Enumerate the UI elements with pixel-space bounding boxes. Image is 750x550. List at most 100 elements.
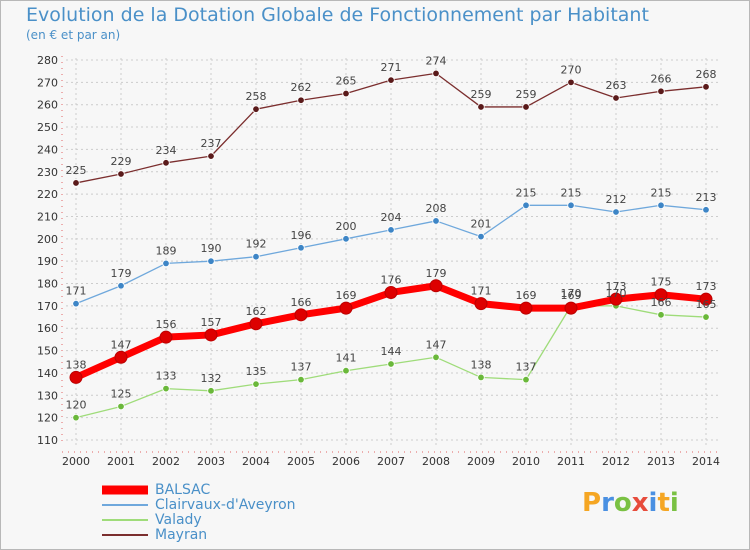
data-label: 263 <box>606 79 627 92</box>
y-tick-label: 160 <box>37 322 58 335</box>
logo-letter: t <box>657 488 670 518</box>
data-label: 179 <box>111 267 132 280</box>
data-point <box>72 179 80 187</box>
x-tick-label: 2014 <box>692 455 720 468</box>
y-tick-label: 230 <box>37 166 58 179</box>
data-point <box>432 69 440 78</box>
data-label: 133 <box>156 370 177 383</box>
data-label: 165 <box>696 298 717 311</box>
data-point <box>159 330 173 344</box>
data-point <box>342 89 350 98</box>
data-label: 237 <box>201 137 222 150</box>
y-tick-label: 140 <box>37 367 58 380</box>
x-tick-label: 2012 <box>602 455 630 468</box>
x-tick-label: 2007 <box>377 455 405 468</box>
data-label: 170 <box>561 287 582 300</box>
data-label: 132 <box>201 372 222 385</box>
x-tick-label: 2008 <box>422 455 450 468</box>
data-label: 215 <box>516 186 537 199</box>
data-point <box>207 257 215 265</box>
data-point <box>477 232 485 241</box>
grid <box>62 58 720 446</box>
data-label: 169 <box>336 289 357 302</box>
x-tick-label: 2011 <box>557 455 585 468</box>
data-point <box>612 94 620 102</box>
data-point <box>657 201 665 209</box>
legend-label: Valady <box>155 512 202 528</box>
data-label: 170 <box>606 287 627 300</box>
data-label: 157 <box>201 316 222 329</box>
data-label: 200 <box>336 220 357 233</box>
data-point <box>69 370 83 384</box>
axes: 110 120 130 140 150 160 170 180 190 200 210 220 230 2… <box>37 54 720 468</box>
y-tick-label: 110 <box>37 434 58 447</box>
data-label: 265 <box>336 75 357 88</box>
chart-subtitle: (en € et par an) <box>26 28 121 42</box>
data-label: 166 <box>291 296 312 309</box>
data-point <box>429 279 443 293</box>
data-label: 196 <box>291 229 312 242</box>
y-tick-label: 250 <box>37 121 58 134</box>
data-label: 259 <box>471 88 492 101</box>
chart-title: Evolution de la Dotation Globale de Fonc… <box>26 4 649 26</box>
data-point <box>117 282 125 290</box>
y-tick-label: 240 <box>37 143 58 156</box>
data-point <box>477 103 485 111</box>
data-point <box>252 105 260 113</box>
y-tick-label: 130 <box>37 389 58 402</box>
proxiti-logo: Proxiti <box>582 488 679 518</box>
data-point <box>609 292 623 306</box>
data-label: 173 <box>606 280 627 293</box>
data-label: 171 <box>66 285 87 298</box>
data-point <box>384 285 398 299</box>
data-point <box>249 317 263 331</box>
data-point <box>699 292 713 306</box>
legend-label: BALSAC <box>155 482 210 498</box>
y-tick-label: 210 <box>37 210 58 223</box>
data-point <box>522 375 530 384</box>
data-point <box>117 170 125 178</box>
series-lines <box>69 69 713 422</box>
data-point <box>252 253 260 261</box>
data-label: 141 <box>336 352 357 365</box>
data-point <box>387 360 395 368</box>
data-label: 147 <box>426 338 447 351</box>
data-point <box>339 301 353 315</box>
data-label: 176 <box>381 273 402 286</box>
data-label: 213 <box>696 191 717 204</box>
data-point <box>657 311 665 319</box>
data-point <box>654 288 668 302</box>
x-tick-label: 2009 <box>467 455 495 468</box>
y-tick-label: 180 <box>37 278 58 291</box>
y-tick-label: 150 <box>37 345 58 358</box>
data-label: 144 <box>381 345 402 358</box>
data-label: 137 <box>291 361 312 374</box>
x-tick-label: 2013 <box>647 455 675 468</box>
data-label: 229 <box>111 155 132 168</box>
data-point <box>702 83 710 91</box>
data-label: 215 <box>651 186 672 199</box>
data-label: 271 <box>381 61 402 74</box>
x-tick-label: 2004 <box>242 455 270 468</box>
data-label: 274 <box>426 54 447 67</box>
data-label: 169 <box>516 289 537 302</box>
data-label: 192 <box>246 238 267 251</box>
data-label: 215 <box>561 186 582 199</box>
data-label: 138 <box>66 358 87 371</box>
data-point <box>564 301 578 315</box>
data-point <box>387 226 395 234</box>
data-point <box>297 375 305 384</box>
data-point <box>162 384 170 393</box>
data-label: 190 <box>201 242 222 255</box>
data-label: 179 <box>426 267 447 280</box>
data-point <box>474 297 488 311</box>
data-point <box>702 206 710 214</box>
data-point <box>252 380 260 388</box>
y-tick-label: 270 <box>37 76 58 89</box>
data-point <box>72 299 80 308</box>
data-label: 204 <box>381 211 402 224</box>
data-point <box>72 413 80 422</box>
data-point <box>522 103 530 111</box>
data-point <box>342 235 350 243</box>
